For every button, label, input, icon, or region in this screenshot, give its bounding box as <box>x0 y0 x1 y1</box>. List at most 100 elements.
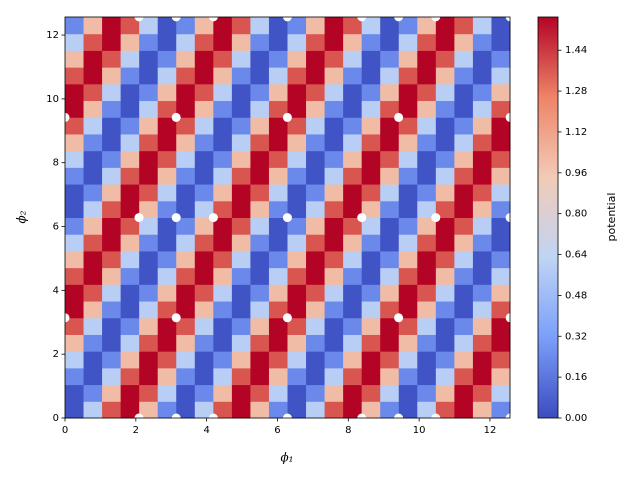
heat-cell <box>194 100 214 118</box>
heat-cell <box>287 167 307 185</box>
heat-cell <box>454 200 474 218</box>
heat-cell <box>120 367 140 386</box>
heat-cell <box>324 217 344 235</box>
heat-cell <box>435 83 455 102</box>
y-tick-label: 10 <box>46 94 59 105</box>
x-axis-label: ϕ₁ <box>281 451 294 465</box>
heat-cell <box>435 100 455 118</box>
heat-cell <box>361 401 381 419</box>
heat-cell <box>343 83 363 102</box>
heat-cell <box>435 234 455 252</box>
heat-cell <box>176 384 196 402</box>
heat-cell <box>157 367 177 386</box>
heat-cell <box>250 167 270 185</box>
heat-cell <box>268 384 288 402</box>
heat-cell <box>324 117 344 135</box>
heat-cell <box>306 167 326 185</box>
heat-cell <box>194 117 214 135</box>
heat-cell <box>491 234 511 252</box>
heat-cell <box>343 267 363 285</box>
fixed-point <box>171 213 181 223</box>
heat-cell <box>472 167 492 185</box>
heat-cell <box>398 301 418 319</box>
heat-cell <box>491 184 511 202</box>
heat-cell <box>120 150 140 168</box>
heat-cell <box>268 317 288 335</box>
heat-cell <box>343 100 363 118</box>
heat-cell <box>157 33 177 51</box>
heat-cell <box>157 50 177 68</box>
heat-cell <box>102 100 122 118</box>
heat-cell <box>213 133 233 152</box>
heat-cell <box>454 133 474 152</box>
heat-cell <box>380 334 400 352</box>
heat-cell <box>380 100 400 118</box>
heat-cell <box>417 83 437 102</box>
heat-cell <box>417 267 437 285</box>
heat-cell <box>472 334 492 352</box>
heat-cell <box>231 351 251 369</box>
heat-cell <box>380 200 400 218</box>
heat-cell <box>120 250 140 269</box>
heat-cell <box>157 83 177 102</box>
heat-cell <box>157 234 177 252</box>
heat-cell <box>361 100 381 118</box>
heat-cell <box>454 117 474 135</box>
heat-cell <box>139 50 159 68</box>
heat-cell <box>213 267 233 285</box>
heat-cell <box>472 184 492 202</box>
heat-cell <box>306 250 326 269</box>
heat-cell <box>102 117 122 135</box>
heat-cell <box>176 217 196 235</box>
fixed-point <box>431 213 441 223</box>
heat-cell <box>139 150 159 168</box>
heat-cell <box>102 384 122 402</box>
heat-cell <box>231 67 251 85</box>
heat-cell <box>287 301 307 319</box>
heat-cell <box>65 117 85 135</box>
heat-cell <box>472 217 492 235</box>
heat-cell <box>398 100 418 118</box>
heat-cell <box>83 150 103 168</box>
heat-cell <box>491 284 511 302</box>
heat-cell <box>472 351 492 369</box>
heat-cell <box>287 351 307 369</box>
heat-cell <box>231 83 251 102</box>
heat-cell <box>454 301 474 319</box>
heat-cell <box>417 117 437 135</box>
heat-cell <box>213 217 233 235</box>
heat-cell <box>306 184 326 202</box>
heat-cell <box>324 267 344 285</box>
heat-cell <box>361 384 381 402</box>
heat-cell <box>454 217 474 235</box>
heat-cell <box>65 167 85 185</box>
heat-cell <box>306 401 326 419</box>
y-tick-label: 6 <box>53 222 59 233</box>
heat-cell <box>65 50 85 68</box>
heat-cell <box>361 33 381 51</box>
heat-cell <box>231 334 251 352</box>
heat-cell <box>157 100 177 118</box>
heat-cell <box>231 384 251 402</box>
heat-cell <box>120 234 140 252</box>
heat-cell <box>417 301 437 319</box>
heat-cell <box>194 184 214 202</box>
heat-cell <box>213 334 233 352</box>
heat-cell <box>83 117 103 135</box>
heat-cell <box>306 267 326 285</box>
heat-cell <box>102 17 122 35</box>
heat-cell <box>491 401 511 419</box>
heat-cell <box>250 184 270 202</box>
heat-cell <box>157 184 177 202</box>
heat-cell <box>454 184 474 202</box>
heat-cell <box>287 17 307 35</box>
heat-cell <box>306 334 326 352</box>
heat-cell <box>472 200 492 218</box>
heat-cell <box>324 184 344 202</box>
heat-cell <box>306 17 326 35</box>
heat-cell <box>491 384 511 402</box>
heat-cell <box>380 50 400 68</box>
heat-cell <box>287 317 307 335</box>
heat-cell <box>213 167 233 185</box>
heat-cell <box>472 250 492 269</box>
